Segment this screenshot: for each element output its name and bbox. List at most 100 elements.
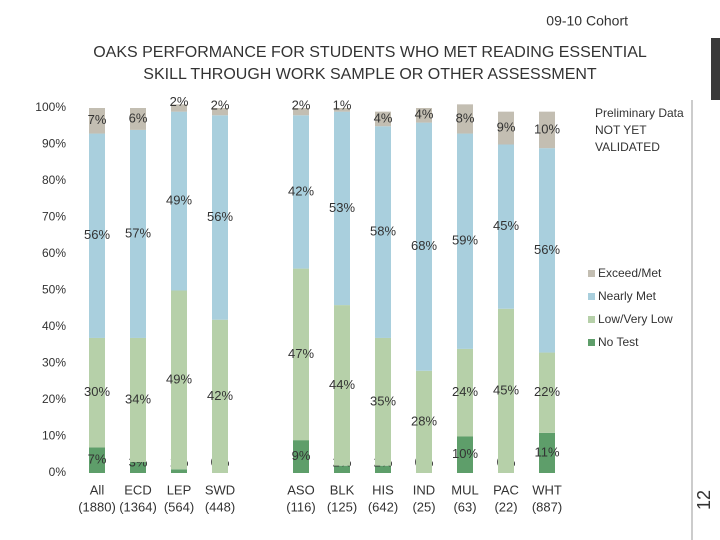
annotation: NOT YET [595, 123, 647, 137]
x-tick-count: (25) [412, 499, 435, 514]
bar-segment [130, 462, 146, 473]
bar-segment [375, 337, 391, 466]
value-label: 49% [166, 193, 192, 208]
bar-segment [539, 432, 555, 473]
bar-segment [130, 108, 146, 130]
y-tick-label: 50% [42, 283, 66, 297]
x-tick-count: (448) [205, 499, 235, 514]
bar-segment [89, 108, 105, 134]
bar-segment [375, 465, 391, 473]
y-tick-label: 40% [42, 319, 66, 333]
y-tick-label: 0% [49, 465, 67, 479]
y-tick-label: 30% [42, 356, 66, 370]
chart-title: SKILL THROUGH WORK SAMPLE OR OTHER ASSES… [143, 66, 597, 83]
value-label: 56% [207, 209, 233, 224]
value-label: 2% [292, 97, 311, 112]
decor-strip [711, 38, 720, 100]
value-label: 56% [534, 242, 560, 257]
bar-segment [130, 129, 146, 338]
legend-label: Low/Very Low [598, 312, 673, 326]
value-label: 10% [452, 446, 478, 461]
bar-segment [334, 111, 350, 306]
x-tick-count: (63) [453, 499, 476, 514]
value-label: 45% [493, 218, 519, 233]
bar-segment [212, 115, 228, 320]
x-tick-label: MUL [451, 482, 478, 497]
bar-segment [416, 108, 432, 123]
bar-segment [498, 308, 514, 473]
value-label: 24% [452, 384, 478, 399]
x-tick-label: SWD [205, 482, 235, 497]
legend-label: Exceed/Met [598, 266, 662, 280]
value-label: 2% [211, 97, 230, 112]
bar-segment [416, 122, 432, 371]
value-label: 53% [329, 200, 355, 215]
bar-segment [457, 133, 473, 349]
bar-segment [334, 465, 350, 473]
bar-segment [89, 447, 105, 473]
value-label: 57% [125, 225, 151, 240]
x-tick-count: (116) [286, 499, 315, 514]
bar-segment [457, 104, 473, 134]
x-tick-label: BLK [330, 482, 355, 497]
legend-label: Nearly Met [598, 289, 657, 303]
bar-segment [457, 436, 473, 473]
bar-segment [334, 305, 350, 466]
bar-segment [171, 111, 187, 291]
bar-segment [212, 319, 228, 473]
bar-segment [293, 108, 309, 116]
value-label: 56% [84, 227, 110, 242]
value-label: 45% [493, 382, 519, 397]
x-tick-label: IND [413, 482, 435, 497]
bar-segment [130, 337, 146, 463]
value-label: 28% [411, 413, 437, 428]
bar-segment [89, 337, 105, 448]
bar-segment [539, 148, 555, 353]
x-tick-label: PAC [493, 482, 519, 497]
bar-segment [293, 115, 309, 269]
x-tick-label: LEP [167, 482, 192, 497]
x-tick-count: (642) [368, 499, 398, 514]
x-tick-count: (1880) [78, 499, 116, 514]
x-tick-label: All [90, 482, 105, 497]
x-tick-label: ASO [287, 482, 314, 497]
value-label: 30% [84, 384, 110, 399]
bar-segment [293, 440, 309, 473]
bar-segment [293, 268, 309, 441]
value-label: 44% [329, 377, 355, 392]
value-label: 10% [534, 121, 560, 136]
bar-segment [375, 111, 391, 127]
value-label: 9% [292, 448, 311, 463]
bar-segment [416, 370, 432, 473]
bar-segment [334, 108, 350, 112]
y-tick-label: 90% [42, 137, 66, 151]
x-tick-count: (1364) [119, 499, 157, 514]
value-label: 7% [88, 452, 107, 467]
value-label: 42% [288, 183, 314, 198]
bar-segment [171, 290, 187, 470]
x-tick-count: (887) [532, 499, 562, 514]
bar-segment [539, 111, 555, 149]
legend-swatch [588, 270, 595, 277]
value-label: 8% [456, 110, 475, 125]
bar-segment [498, 111, 514, 145]
y-tick-label: 70% [42, 210, 66, 224]
bar-segment [375, 126, 391, 338]
value-label: 4% [374, 110, 393, 125]
x-tick-count: (125) [327, 499, 357, 514]
value-label: 42% [207, 388, 233, 403]
value-label: 58% [370, 224, 396, 239]
value-label: 68% [411, 238, 437, 253]
y-tick-label: 100% [35, 100, 66, 114]
x-tick-count: (22) [494, 499, 517, 514]
annotation: VALIDATED [595, 140, 660, 154]
legend-swatch [588, 339, 595, 346]
value-label: 11% [534, 444, 559, 459]
x-tick-label: HIS [372, 482, 394, 497]
legend-swatch [588, 316, 595, 323]
y-tick-label: 20% [42, 392, 66, 406]
x-tick-label: WHT [532, 482, 562, 497]
bar-segment [457, 348, 473, 437]
x-tick-label: ECD [124, 482, 151, 497]
